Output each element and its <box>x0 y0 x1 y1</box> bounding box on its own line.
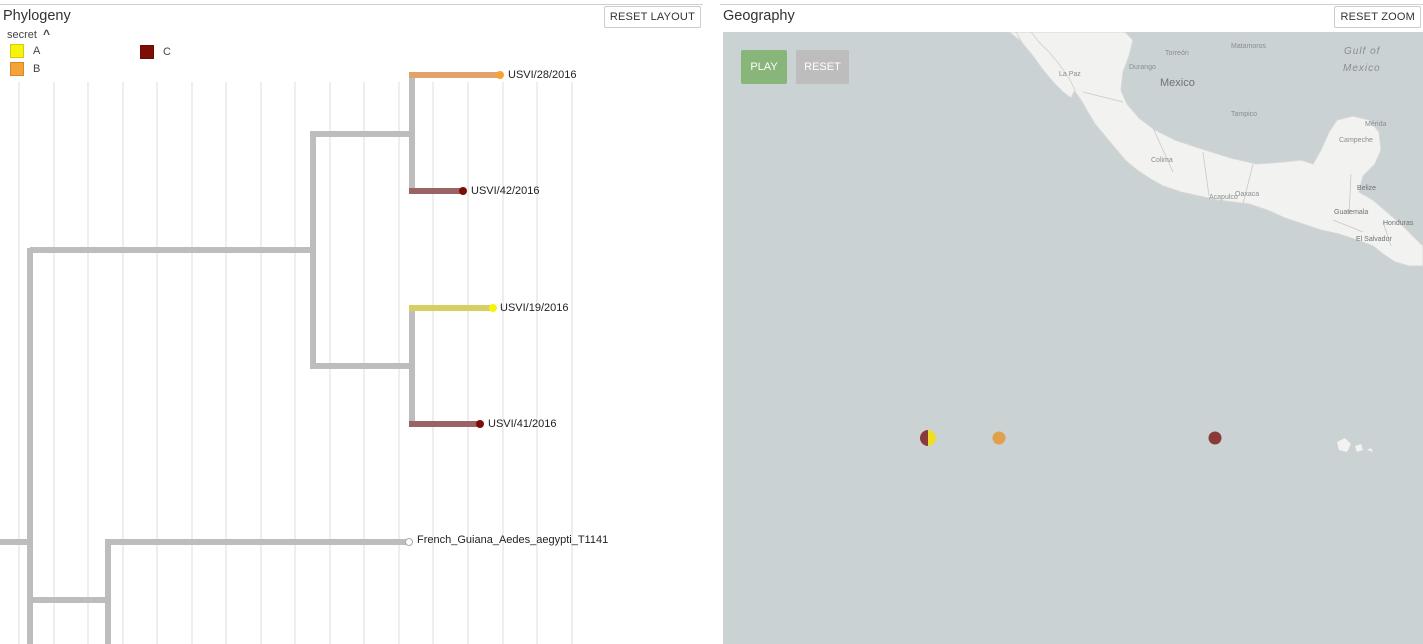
legend-swatch <box>140 45 154 59</box>
tip-node[interactable] <box>489 304 497 312</box>
tip-node[interactable] <box>405 538 413 546</box>
phylogeny-title: Phylogeny <box>3 8 71 24</box>
map-label-city: Matamoros <box>1231 43 1267 50</box>
legend-title: secret <box>7 29 37 41</box>
geography-panel: Geography RESET ZOOM Mexico Gulf of Mexi… <box>720 0 1423 644</box>
map-label-city: Honduras <box>1383 220 1414 227</box>
map[interactable]: Mexico Gulf of Mexico Torreón Matamoros … <box>723 32 1423 644</box>
map-label-city: Colima <box>1151 157 1173 164</box>
map-label-city: Mérida <box>1365 121 1387 128</box>
reset-animation-button[interactable]: RESET <box>796 50 849 84</box>
legend-item-a[interactable]: A <box>10 44 50 60</box>
map-canvas[interactable]: Mexico Gulf of Mexico Torreón Matamoros … <box>723 32 1423 644</box>
map-label-country: Mexico <box>1160 77 1195 89</box>
legend-label: C <box>163 46 171 58</box>
legend-toggle[interactable]: secret ^ <box>7 27 50 41</box>
state-borders <box>1082 91 1392 247</box>
tree-tips <box>405 71 504 546</box>
map-label-city: Acapulco <box>1209 194 1238 201</box>
reset-layout-button[interactable]: RESET LAYOUT <box>603 6 701 28</box>
land-caribbean <box>1337 438 1373 452</box>
map-label-city: Torreón <box>1165 50 1189 57</box>
legend-swatch <box>10 62 24 76</box>
tree-gridlines <box>18 82 573 644</box>
map-label-gulf: Gulf of <box>1344 46 1381 57</box>
phylogeny-header: Phylogeny RESET LAYOUT <box>0 4 703 29</box>
land-baja <box>1015 32 1076 99</box>
phylogeny-panel: Phylogeny RESET LAYOUT <box>0 0 703 644</box>
tip-label[interactable]: USVI/41/2016 <box>488 418 557 430</box>
tip-node[interactable] <box>459 187 467 195</box>
land-mainland <box>1008 32 1423 267</box>
reset-zoom-button[interactable]: RESET ZOOM <box>1334 6 1421 28</box>
deme-marker-pie[interactable] <box>920 430 936 446</box>
legend-item-b[interactable]: B <box>10 62 50 78</box>
geography-title: Geography <box>723 8 795 24</box>
map-label-city: Durango <box>1129 64 1156 71</box>
chevron-up-icon: ^ <box>42 27 50 41</box>
tip-label[interactable]: USVI/19/2016 <box>500 302 569 314</box>
geography-header: Geography RESET ZOOM <box>720 4 1423 29</box>
tip-node[interactable] <box>476 420 484 428</box>
tip-label[interactable]: USVI/42/2016 <box>471 185 540 197</box>
tip-label[interactable]: USVI/28/2016 <box>508 69 577 81</box>
legend-item-c[interactable]: C <box>140 45 180 61</box>
map-label-city: Tampico <box>1231 111 1257 118</box>
phylogeny-tree: USVI/28/2016 USVI/42/2016 USVI/19/2016 U… <box>0 69 608 644</box>
tip-label[interactable]: French_Guiana_Aedes_aegypti_T1141 <box>417 534 608 546</box>
map-demes <box>920 430 1222 446</box>
map-label-gulf: Mexico <box>1343 63 1381 74</box>
deme-marker[interactable] <box>1208 431 1222 445</box>
deme-marker[interactable] <box>992 431 1006 445</box>
legend-label: B <box>33 63 41 75</box>
tree-branches <box>0 72 500 644</box>
legend-label: A <box>33 45 41 57</box>
map-label-city: Campeche <box>1339 137 1373 144</box>
map-label-city: Oaxaca <box>1235 191 1259 198</box>
tip-node[interactable] <box>496 71 504 79</box>
tree-tip-labels: USVI/28/2016 USVI/42/2016 USVI/19/2016 U… <box>417 69 608 546</box>
map-label-city: Belize <box>1357 185 1376 192</box>
map-label-city: La Paz <box>1059 71 1081 78</box>
map-label-city: Guatemala <box>1334 209 1368 216</box>
play-button[interactable]: PLAY <box>741 50 787 84</box>
legend-swatch <box>10 44 24 58</box>
map-label-city: El Salvador <box>1356 236 1392 243</box>
